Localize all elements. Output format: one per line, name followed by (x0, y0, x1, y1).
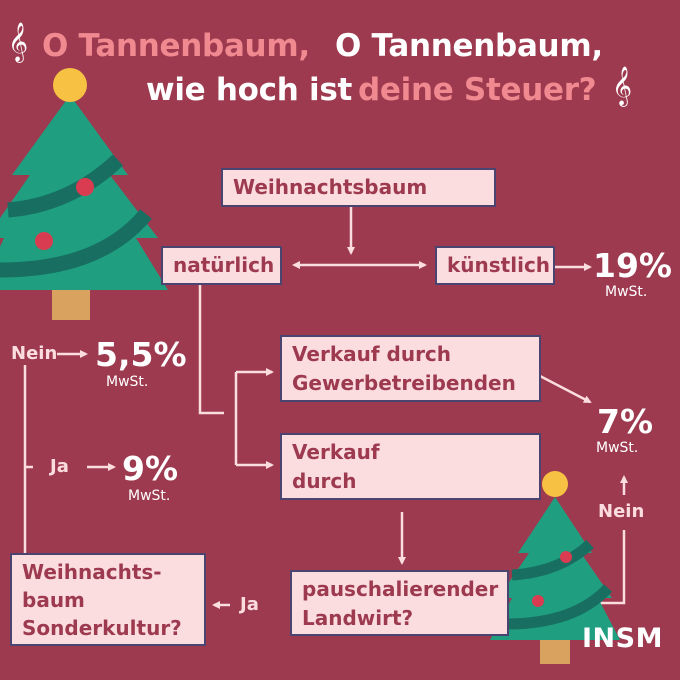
title-line2-part1: wie hoch ist (146, 72, 352, 108)
title-line1-part1: O Tannenbaum, (42, 28, 310, 64)
node-artificial: künstlich (435, 246, 555, 285)
title-line1-part2: O Tannenbaum, (335, 28, 603, 64)
arrow-business-7 (539, 374, 592, 404)
title-line2-part2: deine Steuer? (358, 72, 597, 108)
unit-7: MwSt. (596, 440, 639, 456)
node-flat-rate: pauschalierender Landwirt? (290, 570, 509, 636)
node-sale-farmer: Verkauf durch Landwirt (280, 433, 541, 522)
node-special-culture: Weihnachts-baum Sonderkultur? (10, 553, 206, 646)
arrow-natural-down (198, 284, 224, 415)
label-nein-right: Nein (598, 501, 645, 522)
music-note-icon: 𝄞 (8, 22, 29, 62)
node-sale-business: Verkauf durch Gewerbetreibenden (280, 335, 541, 402)
node-start: Weihnachtsbaum ist... (221, 168, 496, 228)
unit-9: MwSt. (128, 488, 171, 504)
rate-19: 19% (593, 246, 672, 285)
unit-5-5: MwSt. (106, 374, 149, 390)
insm-logo: INSM (582, 623, 663, 654)
rate-5-5: 5,5% (95, 335, 187, 374)
node-natural: natürlich (161, 246, 282, 285)
label-ja-bottom: Ja (240, 594, 259, 615)
label-ja-left: Ja (50, 456, 69, 477)
unit-19: MwSt. (605, 284, 648, 300)
rate-9: 9% (122, 449, 179, 488)
music-note-icon: 𝄞 (612, 66, 633, 106)
rate-7: 7% (597, 402, 654, 441)
label-nein-left: Nein (11, 343, 58, 364)
